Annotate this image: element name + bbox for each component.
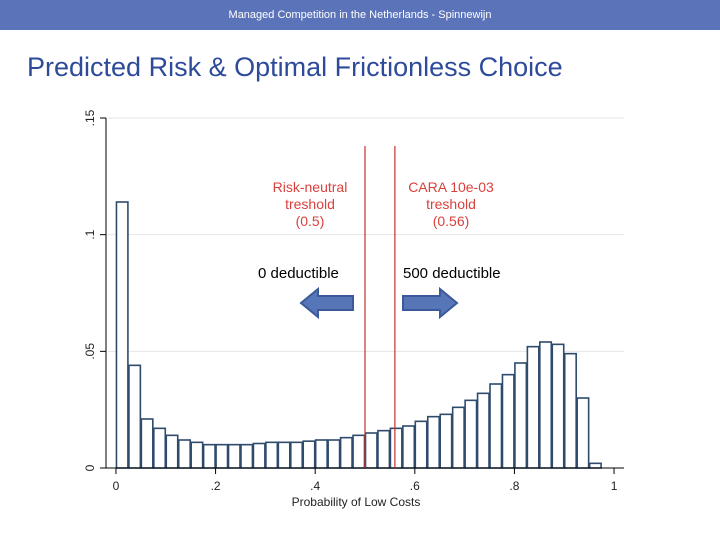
histogram-bar <box>314 439 328 469</box>
histogram-bar <box>364 432 378 469</box>
axes-layer: 0 .05 .1 .15 0 .2 .4 .6 .8 1 <box>83 109 624 493</box>
histogram-bar <box>165 434 179 469</box>
histogram-bar <box>439 413 453 469</box>
histogram-bar <box>202 443 216 469</box>
histogram-bar <box>265 441 279 469</box>
histogram-bar <box>402 425 416 469</box>
cara-label-line1: CARA 10e-03 <box>408 179 494 195</box>
cara-label-line3: (0.56) <box>433 213 470 229</box>
x-tick-label: .2 <box>211 479 221 493</box>
risk-neutral-label-line3: (0.5) <box>296 213 325 229</box>
histogram-bar <box>514 362 528 469</box>
cara-label-line2: treshold <box>426 196 476 212</box>
bars-layer <box>115 201 602 469</box>
y-tick-label: .15 <box>83 109 97 126</box>
histogram-bar <box>377 429 391 469</box>
zero-deductible-label: 0 deductible <box>258 265 339 282</box>
histogram-bar <box>426 415 441 469</box>
header-bar: Managed Competition in the Netherlands -… <box>0 0 720 30</box>
x-tick-label: .8 <box>509 479 519 493</box>
y-tick-label: 0 <box>83 464 97 471</box>
histogram-bar <box>501 373 515 469</box>
histogram-bar <box>551 343 565 469</box>
histogram-bar <box>215 443 229 469</box>
histogram-bar <box>414 420 428 469</box>
five-hundred-deductible-label: 500 deductible <box>403 265 501 282</box>
histogram-bar <box>339 436 353 469</box>
x-tick-label: 0 <box>113 479 120 493</box>
histogram-bar <box>489 383 503 469</box>
histogram-bar <box>227 443 241 469</box>
slide-title: Predicted Risk & Optimal Frictionless Ch… <box>27 52 563 82</box>
left-arrow-icon <box>299 286 354 320</box>
histogram-bar <box>327 439 341 469</box>
histogram-bar <box>128 364 142 469</box>
histogram-bar <box>389 427 403 469</box>
histogram-bar <box>240 443 254 469</box>
histogram-bar <box>576 397 590 469</box>
threshold-layer <box>364 146 396 468</box>
histogram-bar <box>289 441 304 469</box>
header-text: Managed Competition in the Netherlands -… <box>228 9 492 21</box>
histogram-bar <box>277 441 291 469</box>
x-tick-label: 1 <box>611 479 618 493</box>
histogram-bar <box>252 442 266 469</box>
histogram-bar <box>588 462 602 469</box>
histogram-bar <box>302 440 316 469</box>
histogram-bar <box>563 352 577 469</box>
histogram-bar <box>526 345 540 469</box>
histogram-bar <box>153 427 167 469</box>
y-tick-label: .1 <box>83 229 97 239</box>
histogram-bar <box>476 392 490 469</box>
histogram-bar <box>352 434 366 469</box>
histogram-bar <box>451 406 465 469</box>
grid-layer <box>108 117 624 352</box>
histogram-bar <box>539 341 553 469</box>
histogram-bar <box>115 201 129 469</box>
histogram-bar <box>177 439 191 469</box>
y-tick-label: .05 <box>83 343 97 360</box>
risk-neutral-label-line1: Risk-neutral <box>273 179 348 195</box>
risk-neutral-label-line2: treshold <box>285 196 335 212</box>
histogram-bar <box>464 399 478 469</box>
x-tick-label: .6 <box>410 479 420 493</box>
histogram-bar <box>190 441 204 469</box>
right-arrow-icon <box>402 286 459 320</box>
histogram-bar <box>140 418 154 469</box>
x-axis-title: Probability of Low Costs <box>292 495 421 509</box>
x-tick-label: .4 <box>310 479 320 493</box>
